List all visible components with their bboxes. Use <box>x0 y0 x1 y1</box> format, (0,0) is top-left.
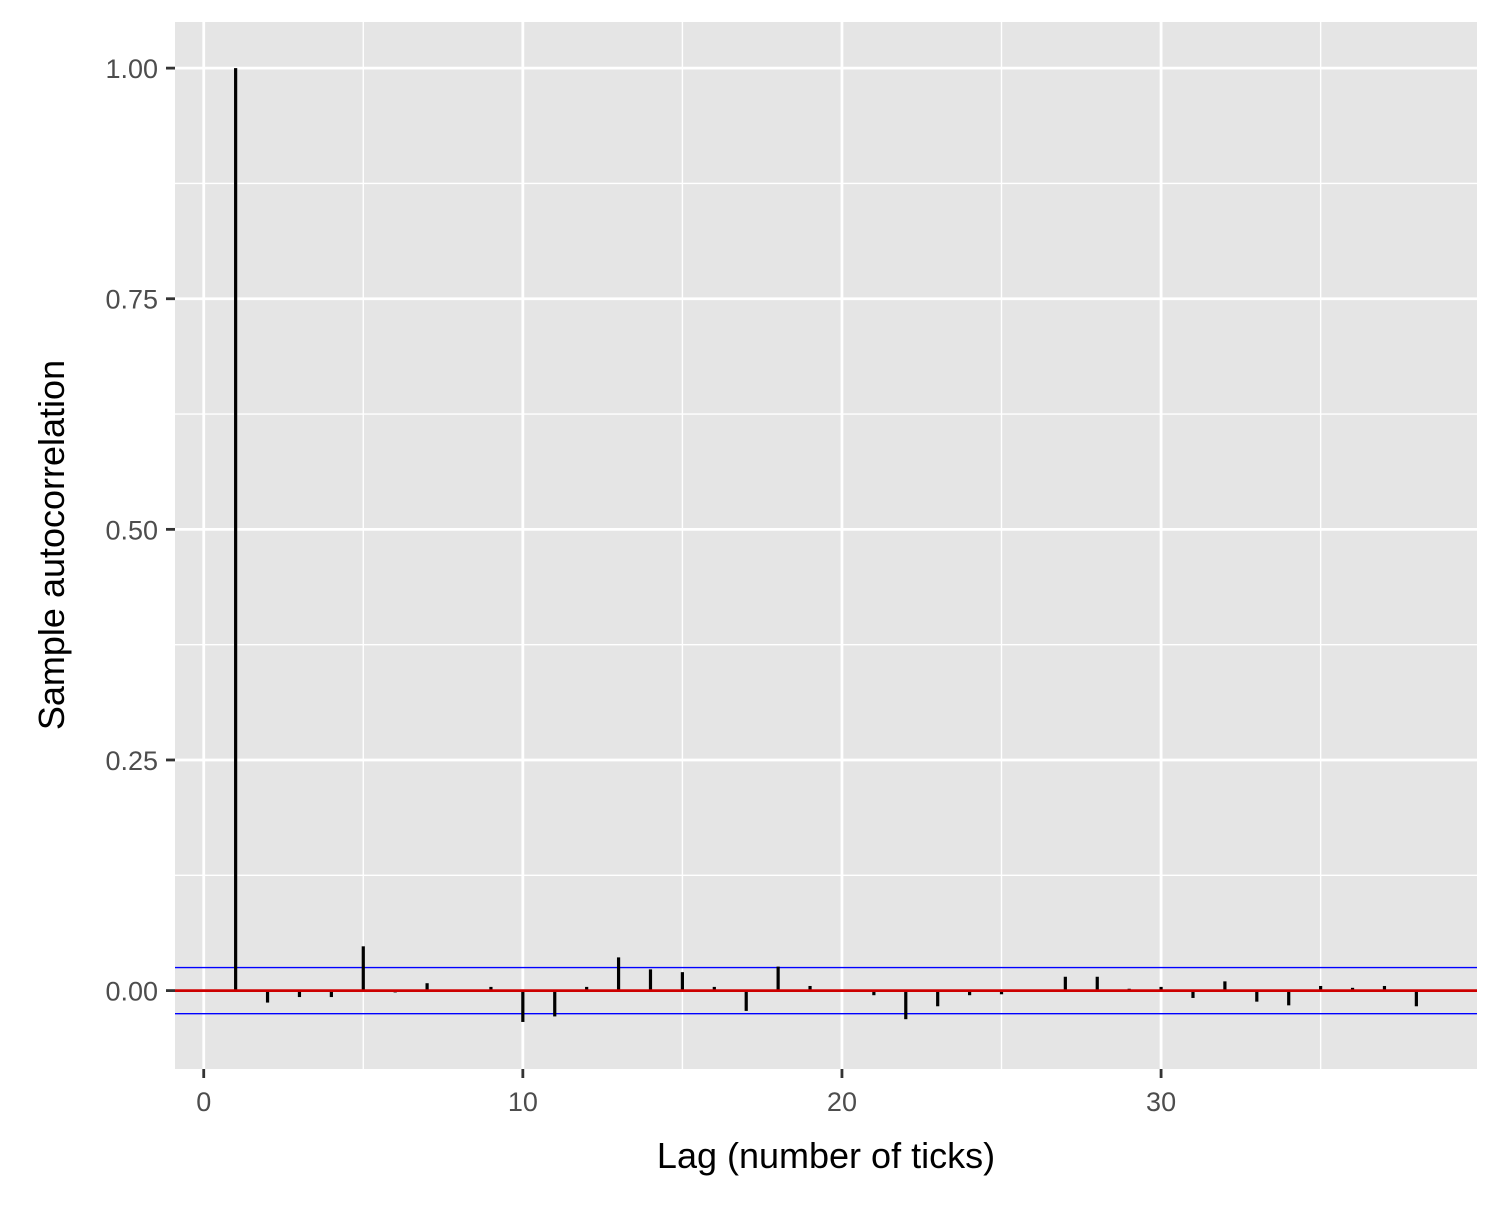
y-tick-label: 0.00 <box>105 977 158 1007</box>
x-tick-label: 30 <box>1146 1087 1176 1117</box>
minor-gridlines <box>175 22 1477 1069</box>
y-tick-label: 0.25 <box>105 746 158 776</box>
x-tick-label: 20 <box>827 1087 857 1117</box>
y-tick-label: 0.75 <box>105 285 158 315</box>
plot-panel <box>175 22 1477 1069</box>
y-axis-title: Sample autocorrelation <box>31 360 72 730</box>
x-axis: 0 10 20 30 <box>196 1069 1176 1117</box>
y-axis: 0.00 0.25 0.50 0.75 1.00 <box>105 54 175 1007</box>
x-axis-title: Lag (number of ticks) <box>657 1135 995 1176</box>
x-tick-label: 10 <box>508 1087 538 1117</box>
confidence-bounds <box>175 966 1477 1015</box>
y-tick-label: 0.50 <box>105 515 158 545</box>
x-tick-label: 0 <box>196 1087 211 1117</box>
y-tick-label: 1.00 <box>105 54 158 84</box>
